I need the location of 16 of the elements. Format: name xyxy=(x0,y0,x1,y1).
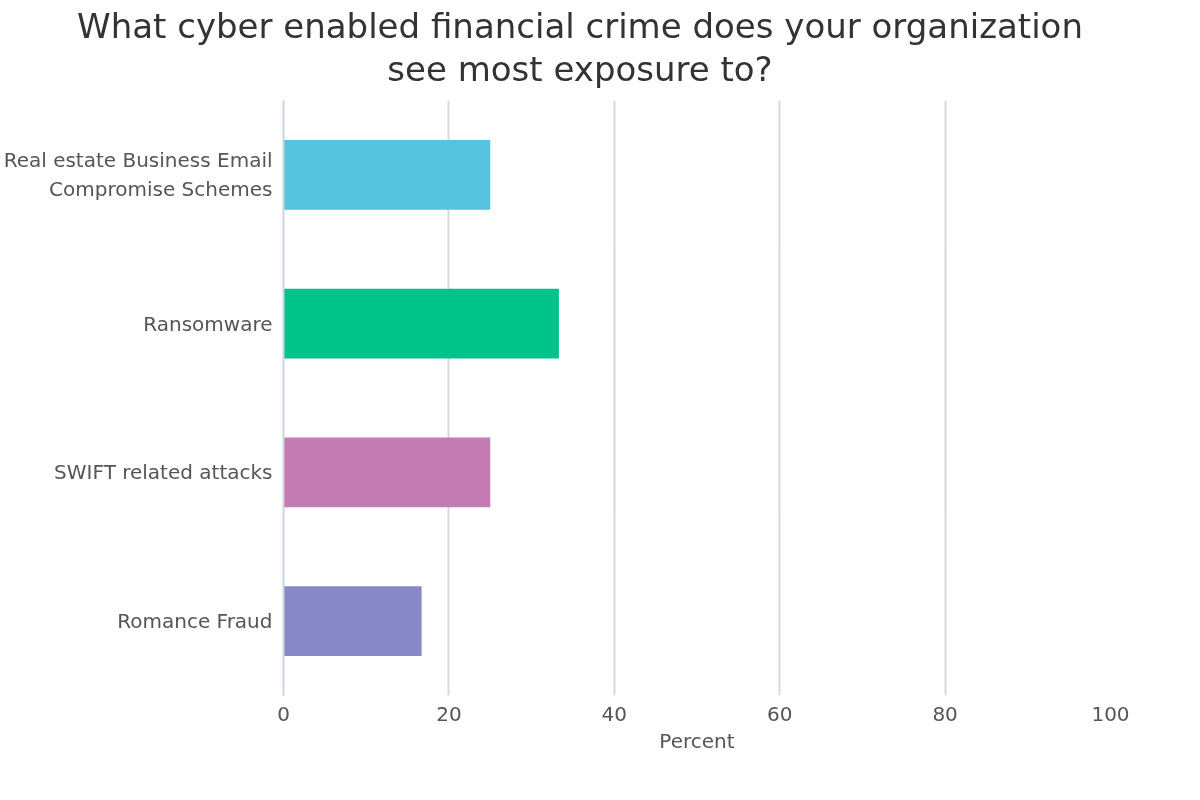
bar xyxy=(283,288,559,359)
y-tick-label: Real estate Business Email Compromise Schemes xyxy=(3,148,273,202)
bar xyxy=(283,586,422,657)
x-tick-label: 100 xyxy=(1091,701,1130,726)
x-tick-label: 80 xyxy=(932,701,958,726)
bar xyxy=(283,437,491,508)
chart-title: What cyber enabled financial crime does your organization see most exposure to? xyxy=(76,5,1084,90)
x-tick-label: 60 xyxy=(766,701,793,726)
y-tick-label: SWIFT related attacks xyxy=(54,460,273,485)
x-tick-label: 0 xyxy=(277,701,290,726)
y-tick-label: Ransomware xyxy=(143,311,273,336)
x-tick-label: 40 xyxy=(601,701,628,726)
y-tick-label: Romance Fraud xyxy=(117,609,273,634)
x-tick-label: 20 xyxy=(436,701,462,726)
x-axis-title: Percent xyxy=(659,728,735,753)
bar xyxy=(283,139,491,210)
